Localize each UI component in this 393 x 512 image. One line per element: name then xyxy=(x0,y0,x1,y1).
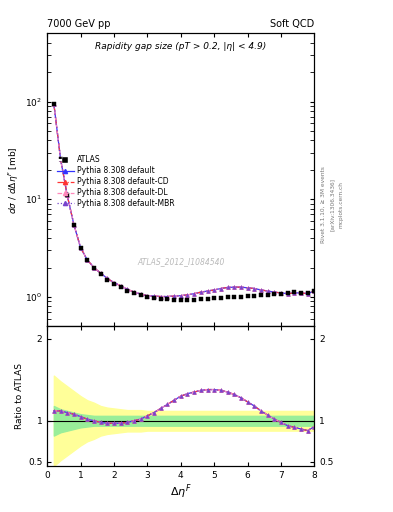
Text: Rapidity gap size (pT > 0.2, |η| < 4.9): Rapidity gap size (pT > 0.2, |η| < 4.9) xyxy=(95,42,266,51)
X-axis label: $\Delta\eta^F$: $\Delta\eta^F$ xyxy=(170,482,192,501)
Y-axis label: Ratio to ATLAS: Ratio to ATLAS xyxy=(15,363,24,429)
Text: [arXiv:1306.3436]: [arXiv:1306.3436] xyxy=(330,178,335,231)
Text: Rivet 3.1.10, ≥ 3M events: Rivet 3.1.10, ≥ 3M events xyxy=(320,166,325,243)
Y-axis label: $d\sigma$ / $d\Delta\eta^F$ [mb]: $d\sigma$ / $d\Delta\eta^F$ [mb] xyxy=(7,146,21,214)
Legend: ATLAS, Pythia 8.308 default, Pythia 8.308 default-CD, Pythia 8.308 default-DL, P: ATLAS, Pythia 8.308 default, Pythia 8.30… xyxy=(54,153,178,211)
Text: ATLAS_2012_I1084540: ATLAS_2012_I1084540 xyxy=(137,258,224,266)
Text: mcplots.cern.ch: mcplots.cern.ch xyxy=(339,181,344,228)
Text: Soft QCD: Soft QCD xyxy=(270,19,314,29)
Text: 7000 GeV pp: 7000 GeV pp xyxy=(47,19,111,29)
